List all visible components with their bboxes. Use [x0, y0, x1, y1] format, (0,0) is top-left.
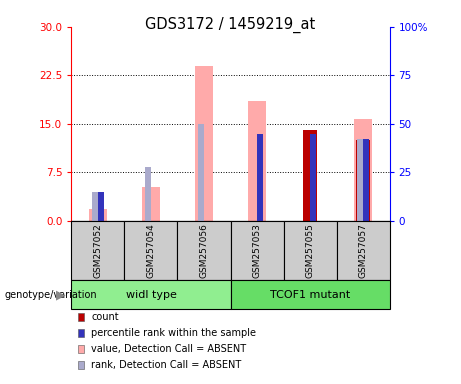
Bar [354, 119, 372, 221]
Text: GSM257057: GSM257057 [359, 223, 367, 278]
Bar [92, 192, 98, 221]
Bar [124, 221, 177, 280]
Text: genotype/variation: genotype/variation [5, 290, 97, 300]
Text: ▶: ▶ [56, 288, 66, 301]
Bar [363, 139, 369, 221]
Bar [177, 221, 230, 280]
Text: GSM257052: GSM257052 [94, 223, 102, 278]
Text: GSM257055: GSM257055 [306, 223, 314, 278]
Bar [257, 134, 263, 221]
Bar [356, 140, 370, 221]
Text: widl type: widl type [125, 290, 177, 300]
Bar [89, 209, 107, 221]
Bar [145, 167, 151, 221]
Bar [230, 221, 284, 280]
Text: TCOF1 mutant: TCOF1 mutant [270, 290, 350, 300]
Text: percentile rank within the sample: percentile rank within the sample [91, 328, 256, 338]
Bar [357, 139, 363, 221]
Text: rank, Detection Call = ABSENT: rank, Detection Call = ABSENT [91, 360, 242, 370]
Bar [98, 192, 104, 221]
Bar [71, 280, 230, 309]
Bar [284, 221, 337, 280]
Bar [71, 221, 124, 280]
Bar [303, 130, 317, 221]
Bar [310, 134, 316, 221]
Text: GDS3172 / 1459219_at: GDS3172 / 1459219_at [145, 17, 316, 33]
Text: value, Detection Call = ABSENT: value, Detection Call = ABSENT [91, 344, 247, 354]
Bar [195, 66, 213, 221]
Bar [337, 221, 390, 280]
Bar [248, 101, 266, 221]
Bar [198, 124, 204, 221]
Text: GSM257054: GSM257054 [147, 223, 155, 278]
Bar [230, 280, 390, 309]
Text: GSM257056: GSM257056 [200, 223, 208, 278]
Text: count: count [91, 312, 119, 322]
Text: GSM257053: GSM257053 [253, 223, 261, 278]
Bar [142, 187, 160, 221]
